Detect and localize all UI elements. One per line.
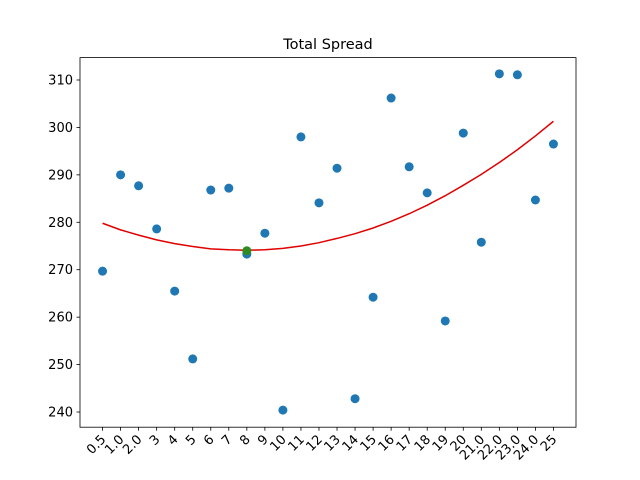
fit-line (102, 120, 554, 252)
point (224, 183, 234, 193)
y-tick-label: 270 (48, 263, 73, 278)
y-tick-label: 300 (48, 121, 73, 136)
y-tick-label: 280 (48, 216, 73, 231)
point (476, 237, 486, 247)
point (314, 198, 324, 208)
point (170, 286, 180, 296)
point (134, 181, 144, 191)
y-tick-label: 260 (48, 311, 73, 326)
point (458, 128, 468, 138)
point (404, 162, 414, 172)
point (260, 228, 270, 238)
point (116, 170, 126, 180)
y-tick-label: 290 (48, 168, 73, 183)
point (332, 163, 342, 173)
y-tick-label: 310 (48, 73, 73, 88)
point (530, 195, 540, 205)
point (512, 70, 522, 80)
chart-title: Total Spread (282, 37, 373, 53)
y-tick-label: 250 (48, 358, 73, 373)
point (440, 316, 450, 326)
point (278, 405, 288, 415)
point (422, 188, 432, 198)
point (494, 69, 504, 79)
point (350, 394, 360, 404)
point (548, 139, 558, 149)
point (386, 93, 396, 103)
point (152, 224, 162, 234)
axes-frame (79, 57, 577, 428)
point (368, 292, 378, 302)
point (296, 132, 306, 142)
point (188, 354, 198, 364)
point (242, 246, 252, 256)
point (98, 266, 108, 276)
y-tick-label: 240 (48, 406, 73, 421)
point (206, 185, 216, 195)
